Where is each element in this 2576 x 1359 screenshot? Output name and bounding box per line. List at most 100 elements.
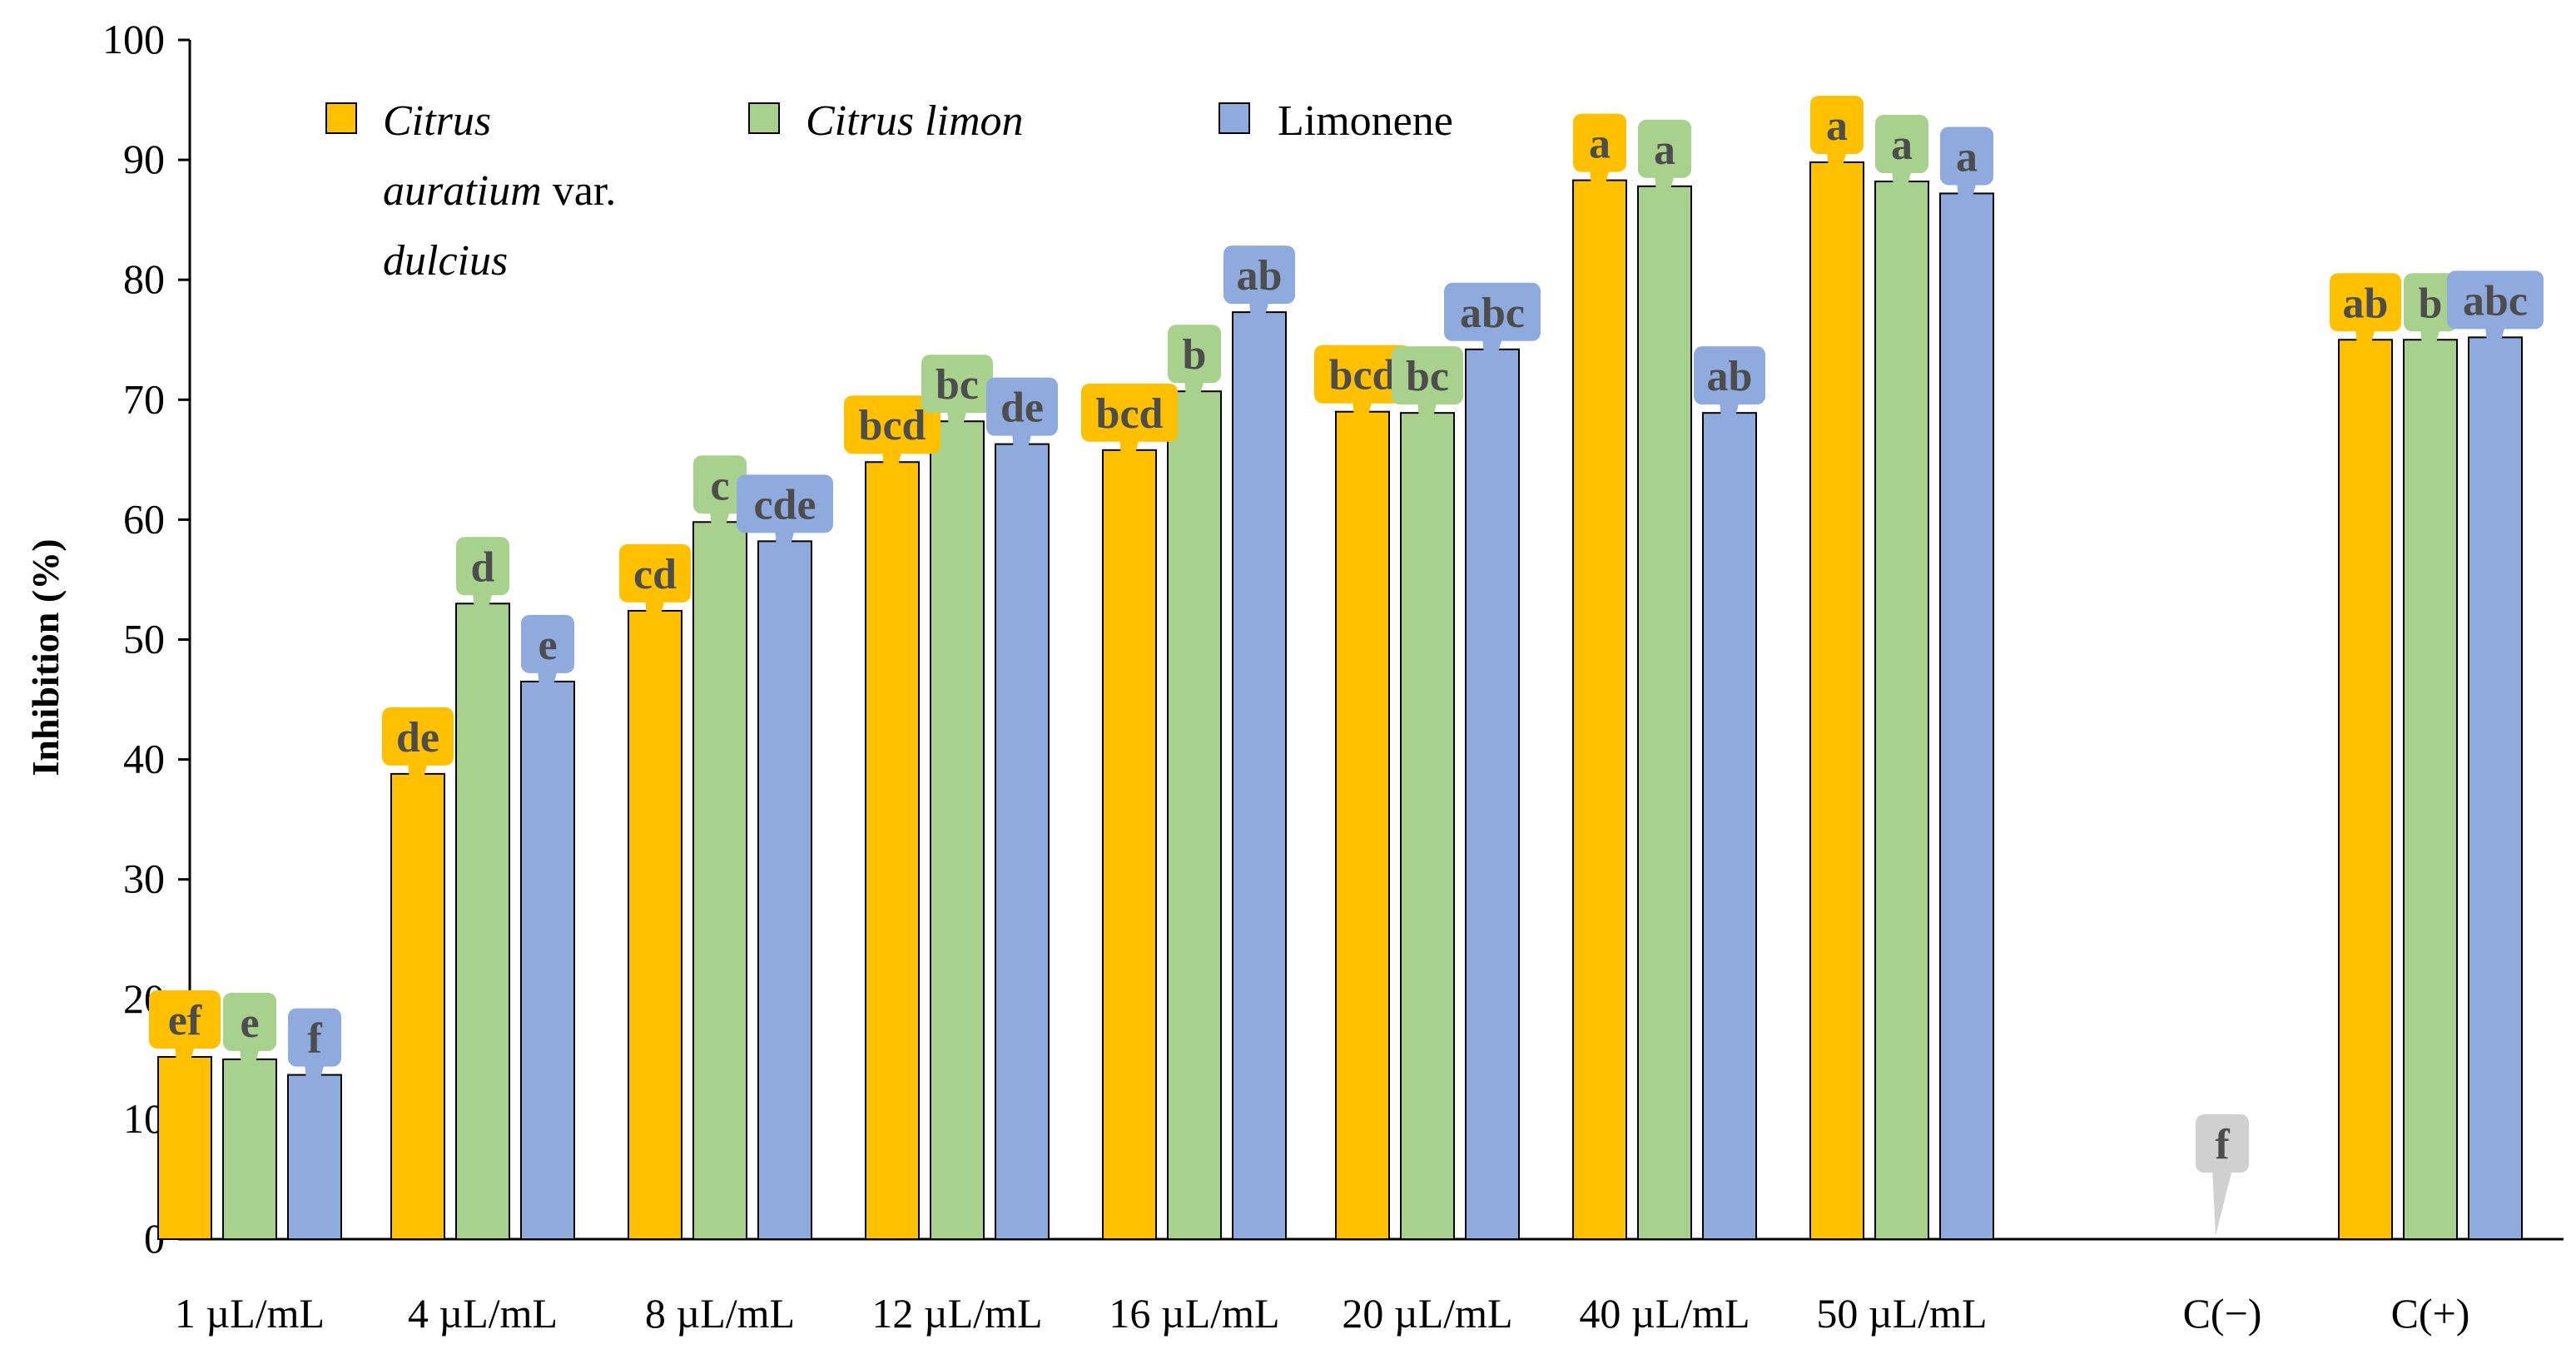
callout-pointer	[473, 592, 493, 646]
callout-box	[737, 474, 833, 533]
x-category-label: 40 µL/mL	[1579, 1290, 1750, 1337]
significance-letter: b	[2419, 280, 2443, 327]
callout-pointer	[1249, 300, 1269, 355]
callout-box	[1573, 113, 1626, 172]
significance-letter: bc	[1406, 353, 1449, 400]
significance-callout: b	[2404, 273, 2457, 382]
bar	[930, 420, 985, 1241]
significance-callout: a	[1638, 119, 1691, 228]
significance-callout: abc	[1444, 282, 1541, 391]
significance-callout: bcd	[1314, 345, 1411, 454]
x-category-label: 8 µL/mL	[645, 1290, 795, 1337]
significance-letter: a	[1956, 133, 1978, 181]
bar	[1400, 412, 1455, 1240]
bar	[1572, 179, 1627, 1240]
callout-pointer	[2355, 328, 2375, 382]
callout-pointer	[947, 409, 967, 464]
bar	[1232, 311, 1287, 1240]
bar	[287, 1074, 342, 1241]
y-axis-title: Inhibition (%)	[24, 538, 67, 776]
significance-letter: a	[1654, 126, 1675, 174]
callout-pointer	[2420, 328, 2440, 382]
legend-swatch	[748, 102, 780, 134]
bar	[865, 461, 920, 1240]
callout-pointer	[2212, 1169, 2232, 1236]
callout-box	[1444, 282, 1541, 341]
significance-callout: a	[1810, 95, 1864, 204]
bar	[757, 540, 812, 1240]
significance-letter: f	[307, 1015, 322, 1063]
significance-callout: de	[986, 377, 1058, 486]
callout-box	[2330, 273, 2401, 332]
significance-letter: bcd	[859, 402, 926, 449]
callout-box	[2196, 1114, 2249, 1173]
significance-callout: bcd	[844, 395, 941, 504]
callout-pointer	[775, 529, 795, 583]
significance-callout: de	[382, 707, 454, 816]
x-category-label: 1 µL/mL	[175, 1290, 325, 1337]
significance-callout: e	[521, 614, 574, 723]
significance-letter: ef	[168, 997, 202, 1044]
legend-label: auratium var.	[383, 167, 616, 215]
callout-pointer	[305, 1063, 325, 1117]
bar	[1874, 181, 1929, 1241]
y-tick-label: 50	[123, 616, 165, 662]
callout-box	[1314, 345, 1411, 404]
y-axis-title-group: Inhibition (%)	[24, 538, 67, 776]
significance-callout: ab	[2330, 273, 2401, 382]
bar	[222, 1058, 277, 1240]
callout-box	[1875, 115, 1928, 174]
x-category-label: 12 µL/mL	[871, 1290, 1042, 1337]
bar	[2403, 339, 2458, 1240]
callout-box	[921, 355, 993, 414]
callout-box	[456, 537, 509, 596]
callout-box	[2404, 273, 2457, 332]
callout-box	[693, 455, 747, 514]
y-tick-label: 40	[123, 736, 165, 782]
legend-swatch	[1219, 102, 1250, 134]
callout-box	[1940, 126, 1993, 186]
callout-box	[288, 1008, 341, 1067]
y-tick-label: 90	[123, 136, 165, 182]
bar	[2468, 336, 2523, 1240]
x-category-label: 16 µL/mL	[1109, 1290, 1279, 1337]
bars	[157, 161, 2523, 1241]
legend-label: Citrus	[383, 97, 491, 145]
callout-pointer	[882, 450, 902, 504]
significance-letter: c	[710, 462, 729, 509]
significance-letter: bc	[936, 361, 979, 409]
significance-callout: f	[2196, 1114, 2249, 1236]
significance-letter: a	[1826, 102, 1848, 150]
callout-box	[619, 543, 691, 603]
significance-letter: e	[240, 999, 259, 1047]
x-category-label: 50 µL/mL	[1816, 1290, 1987, 1337]
significance-callout: ab	[1223, 246, 1295, 355]
bar	[455, 603, 510, 1240]
significance-callout: a	[1573, 113, 1626, 222]
significance-callout: a	[1875, 115, 1928, 224]
callout-box	[1223, 246, 1295, 305]
x-category-label: 20 µL/mL	[1342, 1290, 1512, 1337]
callout-box	[2447, 270, 2544, 330]
callout-box	[223, 992, 276, 1051]
significance-callout: cd	[619, 543, 691, 652]
bar	[157, 1055, 212, 1241]
callout-pointer	[1720, 401, 1740, 455]
significance-letter: bcd	[1096, 390, 1164, 438]
significance-callout: e	[223, 992, 276, 1101]
legend-label: dulcius	[383, 237, 508, 285]
significance-letter: d	[471, 543, 495, 591]
bar	[390, 772, 445, 1240]
x-category-label: C(−)	[2183, 1290, 2262, 1337]
x-category-label: 4 µL/mL	[408, 1290, 558, 1337]
callout-pointer	[175, 1044, 195, 1099]
significance-callout: c	[693, 455, 747, 564]
bar	[1465, 348, 1520, 1241]
legend-item: Limonene	[1219, 97, 1453, 145]
significance-letter: abc	[1460, 290, 1525, 337]
significance-callout: ab	[1694, 346, 1765, 455]
significance-letter: a	[1589, 121, 1611, 168]
significance-letter: f	[2215, 1121, 2230, 1168]
